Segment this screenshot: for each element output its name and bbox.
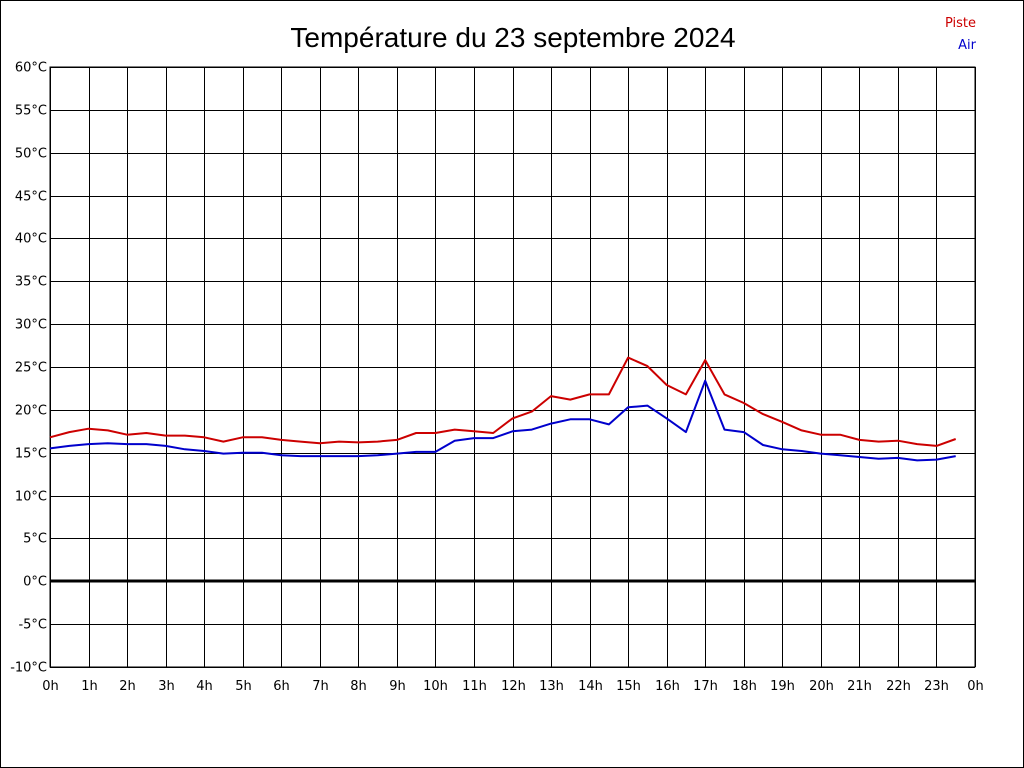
y-tick-label: 25°C — [15, 361, 47, 376]
chart-title: Température du 23 septembre 2024 — [290, 22, 735, 53]
x-tick-label: 21h — [847, 679, 872, 694]
series-line-piste — [49, 356, 957, 447]
x-tick-label: 17h — [693, 679, 718, 694]
y-axis-labels: -10°C -5°C 0°C 5°C 10°C 15°C 20°C 25°C 30°C 35°C 4… — [10, 61, 47, 676]
x-tick-label: 7h — [312, 679, 329, 694]
x-tick-label: 8h — [350, 679, 367, 694]
y-tick-label: 20°C — [15, 404, 47, 419]
x-tick-label: 5h — [235, 679, 252, 694]
x-tick-label: 11h — [462, 679, 487, 694]
x-tick-label: 2h — [119, 679, 136, 694]
y-tick-label: 30°C — [15, 318, 47, 333]
x-tick-label: 12h — [501, 679, 526, 694]
y-tick-label: -10°C — [10, 661, 47, 676]
series-line-air — [49, 379, 956, 462]
x-tick-label: 15h — [616, 679, 641, 694]
x-tick-label: 10h — [423, 679, 448, 694]
y-tick-label: 40°C — [15, 232, 47, 247]
y-tick-label: -5°C — [18, 618, 47, 633]
x-tick-label: 22h — [886, 679, 911, 694]
x-tick-label: 1h — [81, 679, 98, 694]
y-tick-label: 10°C — [15, 490, 47, 505]
x-tick-label: 18h — [732, 679, 757, 694]
x-tick-label: 9h — [389, 679, 406, 694]
series-lines — [49, 356, 957, 462]
x-tick-label: 19h — [770, 679, 795, 694]
y-tick-label: 50°C — [15, 147, 47, 162]
y-tick-label: 45°C — [15, 190, 47, 205]
y-tick-label: 60°C — [15, 61, 47, 76]
grid — [49, 66, 976, 668]
y-tick-label: 35°C — [15, 275, 47, 290]
y-tick-label: 55°C — [15, 104, 47, 119]
x-tick-label: 23h — [924, 679, 949, 694]
x-tick-label: 3h — [158, 679, 175, 694]
legend: Piste Air — [945, 16, 977, 53]
x-tick-label: 16h — [655, 679, 680, 694]
x-axis-labels: 0h 1h 2h 3h 4h 5h 6h 7h 8h 9h 10h 11h 12h 13h 14h 15h 16… — [42, 679, 984, 694]
x-tick-label: 14h — [578, 679, 603, 694]
x-tick-label: 4h — [196, 679, 213, 694]
y-tick-label: 5°C — [23, 532, 47, 547]
legend-entry-piste: Piste — [945, 16, 976, 31]
legend-entry-air: Air — [958, 38, 977, 53]
y-tick-label: 15°C — [15, 447, 47, 462]
x-tick-label: 20h — [809, 679, 834, 694]
y-tick-label: 0°C — [23, 575, 47, 590]
x-tick-label: 13h — [539, 679, 564, 694]
x-tick-label: 6h — [273, 679, 290, 694]
x-tick-label: 0h — [42, 679, 59, 694]
x-tick-label: 0h — [967, 679, 984, 694]
